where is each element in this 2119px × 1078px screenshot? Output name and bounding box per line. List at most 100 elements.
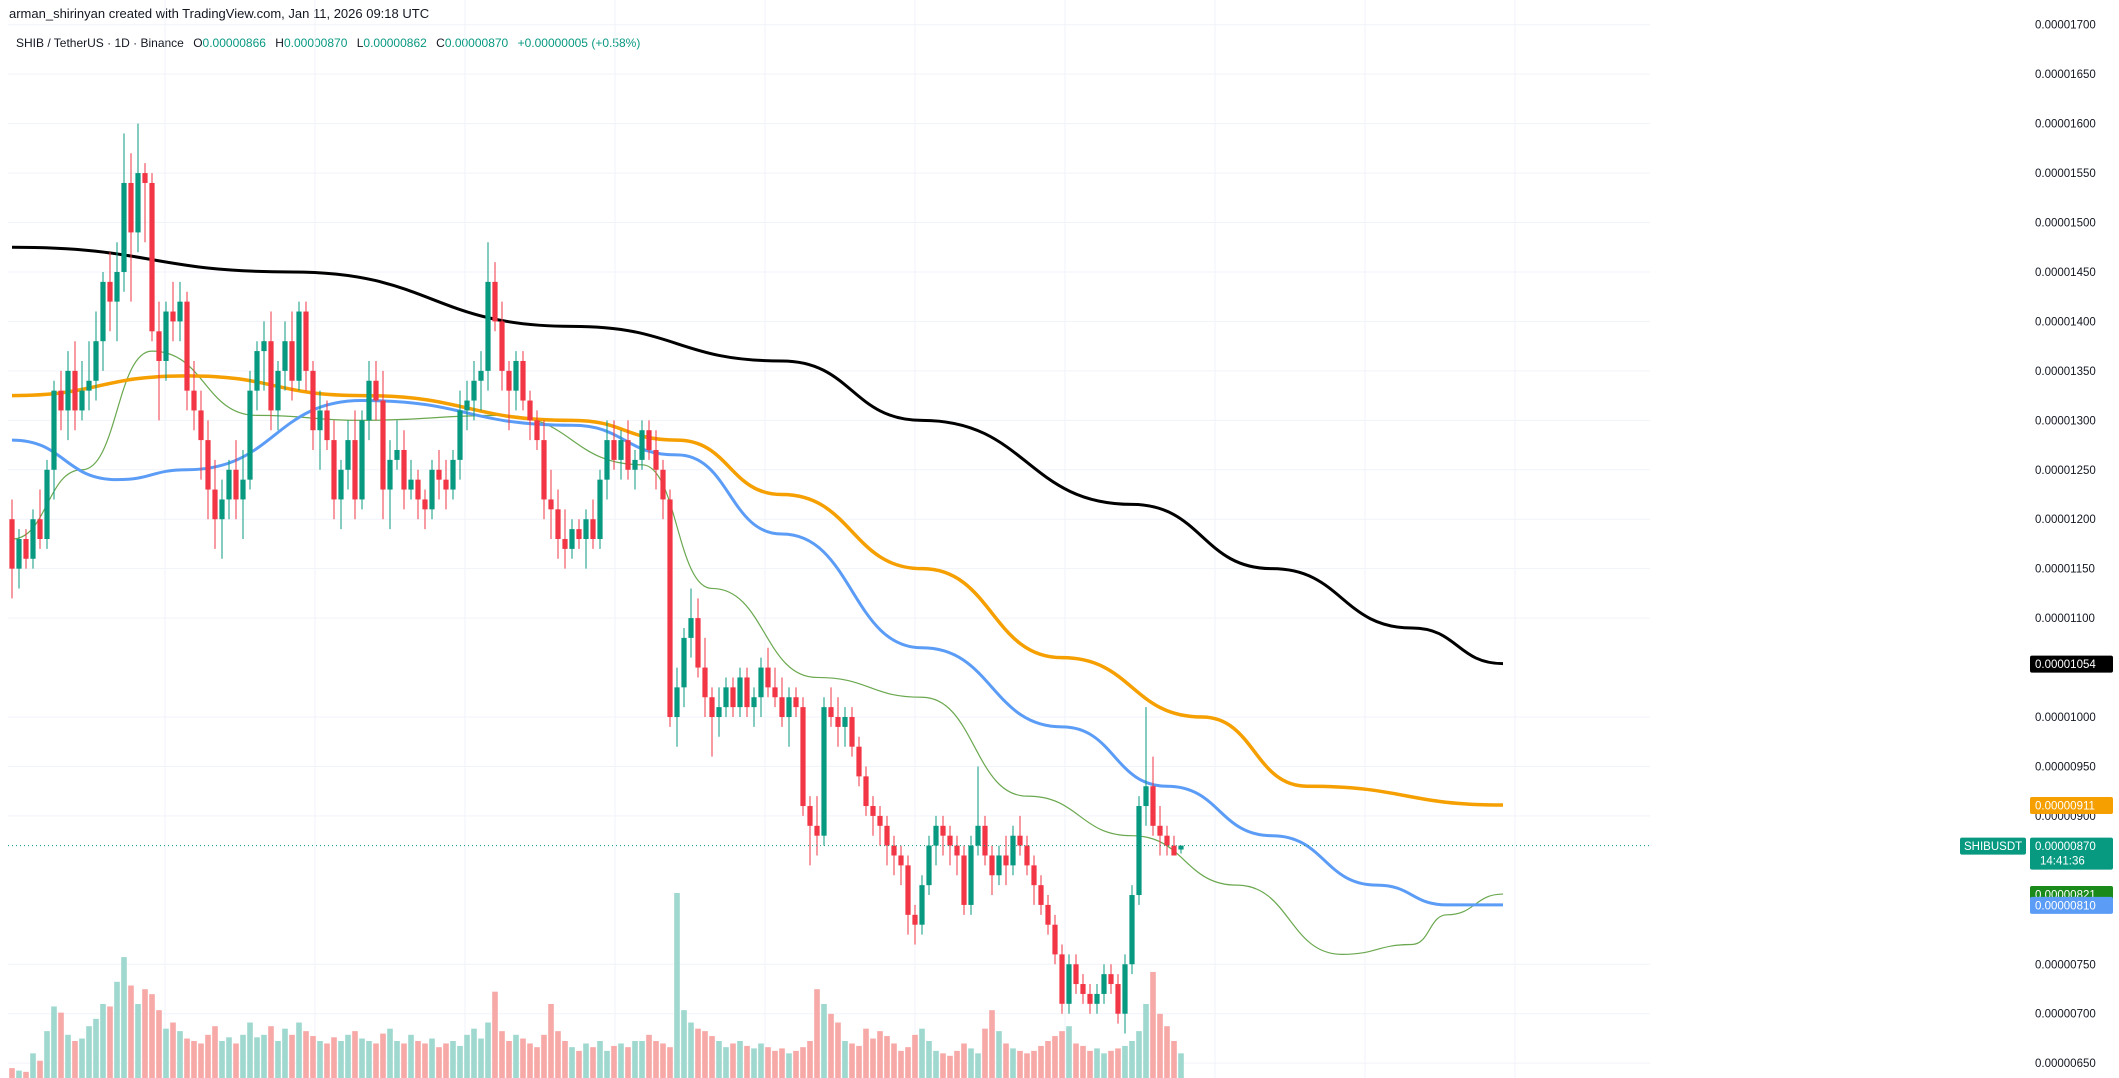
candle [240, 449, 246, 539]
candle [275, 360, 281, 431]
candle-body [331, 440, 337, 500]
candle [884, 815, 890, 866]
candle-body [723, 687, 729, 708]
candle [9, 499, 15, 599]
volume-bar [968, 1048, 974, 1078]
candle [933, 815, 939, 866]
candle-body [359, 420, 365, 500]
volume-bar [366, 1041, 372, 1078]
candle [1150, 756, 1156, 836]
candle-body [947, 835, 953, 846]
candle [905, 855, 911, 935]
candle [1045, 895, 1051, 935]
candle-body [240, 479, 246, 500]
candle [695, 598, 701, 678]
volume-bar [394, 1041, 400, 1078]
candle-body [324, 410, 330, 441]
y-tick-label: 0.00001500 [2035, 218, 2096, 230]
volume-bar [1031, 1050, 1037, 1078]
candle-body [492, 281, 498, 322]
candle-body [429, 469, 435, 510]
candle-body [933, 825, 939, 846]
candle [184, 291, 190, 411]
candle [1143, 707, 1149, 826]
candle [569, 519, 575, 559]
candle [1164, 825, 1170, 856]
symbol-name[interactable]: SHIB / TetherUS · 1D · Binance [16, 36, 184, 50]
price-tag-value: 0.00000911 [2035, 801, 2095, 813]
candle-body [1178, 845, 1184, 850]
volume-bar [842, 1041, 848, 1078]
candle [583, 509, 589, 569]
candle [968, 835, 974, 915]
candle-body [23, 539, 29, 559]
candle-body [373, 380, 379, 401]
volume-bar [947, 1055, 953, 1078]
volume-bars [9, 893, 1184, 1078]
volume-bar [1164, 1026, 1170, 1078]
candle [1129, 885, 1135, 975]
candle-body [212, 489, 218, 520]
candle [590, 499, 596, 549]
candle-body [905, 865, 911, 915]
volume-bar [1122, 1045, 1128, 1078]
volume-bar [338, 1041, 344, 1078]
candle [555, 489, 561, 559]
candle-body [380, 400, 386, 490]
candle-body [114, 271, 120, 302]
volume-bar [1052, 1036, 1058, 1078]
candle-body [919, 885, 925, 925]
candle [688, 588, 694, 658]
volume-bar [877, 1031, 883, 1078]
candle [828, 687, 834, 727]
candle-body [72, 370, 78, 411]
volume-bar [114, 981, 120, 1078]
candle-body [401, 449, 407, 490]
volume-bar [758, 1043, 764, 1078]
price-tag-value: 0.00001054 [2035, 659, 2096, 671]
candle [744, 667, 750, 718]
volume-bar [674, 893, 680, 1078]
volume-bar [835, 1022, 841, 1078]
candle [100, 271, 106, 371]
volume-bar [282, 1028, 288, 1078]
candle-body [1143, 786, 1149, 807]
candle [1122, 954, 1128, 1034]
candle [646, 420, 652, 460]
volume-bar [1045, 1041, 1051, 1078]
candle-body [765, 667, 771, 688]
candle [401, 430, 407, 510]
candle-body [835, 717, 841, 727]
candle-body [1164, 835, 1170, 846]
candle [758, 657, 764, 718]
candle [548, 469, 554, 539]
candle [219, 479, 225, 559]
volume-bar [1115, 1048, 1121, 1078]
candle [415, 469, 421, 520]
candle-body [562, 539, 568, 549]
candle-body [744, 677, 750, 708]
volume-bar [618, 1043, 624, 1078]
candle-body [170, 311, 176, 322]
y-tick-label: 0.00001300 [2035, 415, 2096, 427]
candle [989, 845, 995, 896]
candle [807, 796, 813, 866]
candle [485, 242, 491, 391]
volume-bar [184, 1038, 190, 1078]
candle-body [793, 697, 799, 708]
candle [268, 311, 274, 431]
candle-body [1136, 806, 1142, 896]
candle-body [1122, 964, 1128, 1014]
price-tag-value: 0.00000810 [2035, 900, 2096, 912]
candle [947, 825, 953, 866]
candle-body [534, 420, 540, 441]
volume-bar [107, 1006, 113, 1078]
candle-body [800, 707, 806, 807]
candle [632, 449, 638, 490]
candle-body [576, 529, 582, 539]
y-tick-label: 0.00001650 [2035, 69, 2096, 81]
volume-bar [380, 1033, 386, 1078]
candle [667, 489, 673, 727]
volume-bar [891, 1043, 897, 1078]
